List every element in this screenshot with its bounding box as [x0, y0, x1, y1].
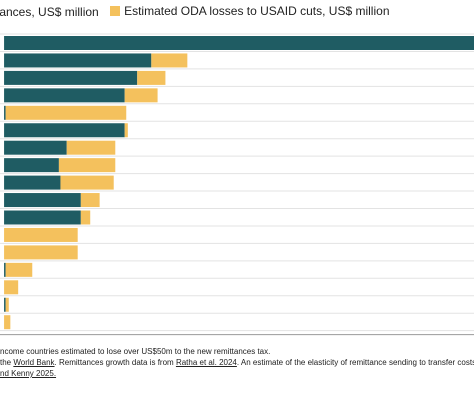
- bar-chart: 200400600800100012001400US$ million: [0, 33, 474, 336]
- bar-remit: [4, 88, 125, 103]
- bar-oda: [4, 245, 78, 260]
- note-line-3: nd Kenny 2025.: [0, 368, 474, 379]
- bar-remit: [4, 123, 125, 138]
- legend-item-oda: Estimated ODA losses to USAID cuts, US$ …: [110, 4, 390, 18]
- bar-remit: [4, 158, 59, 173]
- note-text-a: the: [0, 358, 14, 367]
- chart-notes: ncome countries estimated to lose over U…: [0, 346, 474, 379]
- bar-oda: [80, 193, 100, 208]
- note-line-2: the World Bank. Remittances growth data …: [0, 357, 474, 368]
- note-line-1: ncome countries estimated to lose over U…: [0, 347, 271, 356]
- bar-oda: [5, 297, 9, 312]
- ratha-link[interactable]: Ratha et al. 2024: [175, 358, 237, 367]
- bar-remit: [4, 193, 81, 208]
- bar-remit: [4, 70, 138, 85]
- bar-oda: [151, 53, 188, 68]
- bar-oda: [66, 140, 116, 155]
- bar-oda: [124, 88, 158, 103]
- bar-oda: [124, 123, 128, 138]
- kenny-link[interactable]: nd Kenny 2025.: [0, 369, 57, 378]
- legend-item-remittances: tances, US$ million: [0, 5, 99, 19]
- bar-oda: [4, 315, 11, 330]
- bar-oda: [4, 227, 78, 242]
- chart-legend: tances, US$ million Estimated ODA losses…: [0, 4, 398, 22]
- bar-oda: [80, 210, 91, 225]
- bar-remit: [4, 175, 61, 190]
- bar-remit: [4, 140, 67, 155]
- bar-oda: [60, 175, 114, 190]
- bar-remit: [4, 36, 474, 50]
- note-text-c: . An estimate of the elasticity of remit…: [236, 358, 474, 367]
- bar-remit: [4, 105, 6, 120]
- legend-swatch-oda: [110, 6, 121, 16]
- bar-remit: [4, 53, 152, 68]
- bar-remit: [4, 262, 6, 277]
- bar-oda: [4, 280, 19, 295]
- bar-oda: [5, 105, 127, 120]
- bar-remit: [4, 297, 6, 312]
- bar-oda: [5, 262, 33, 277]
- bar-oda: [137, 70, 166, 85]
- bar-oda: [58, 158, 116, 173]
- bar-remit: [4, 210, 81, 225]
- legend-label-oda: Estimated ODA losses to USAID cuts, US$ …: [124, 4, 390, 18]
- world-bank-link[interactable]: World Bank: [13, 358, 55, 367]
- note-text-b: . Remittances growth data is from: [54, 358, 176, 367]
- legend-label-remittances: tances, US$ million: [0, 5, 99, 19]
